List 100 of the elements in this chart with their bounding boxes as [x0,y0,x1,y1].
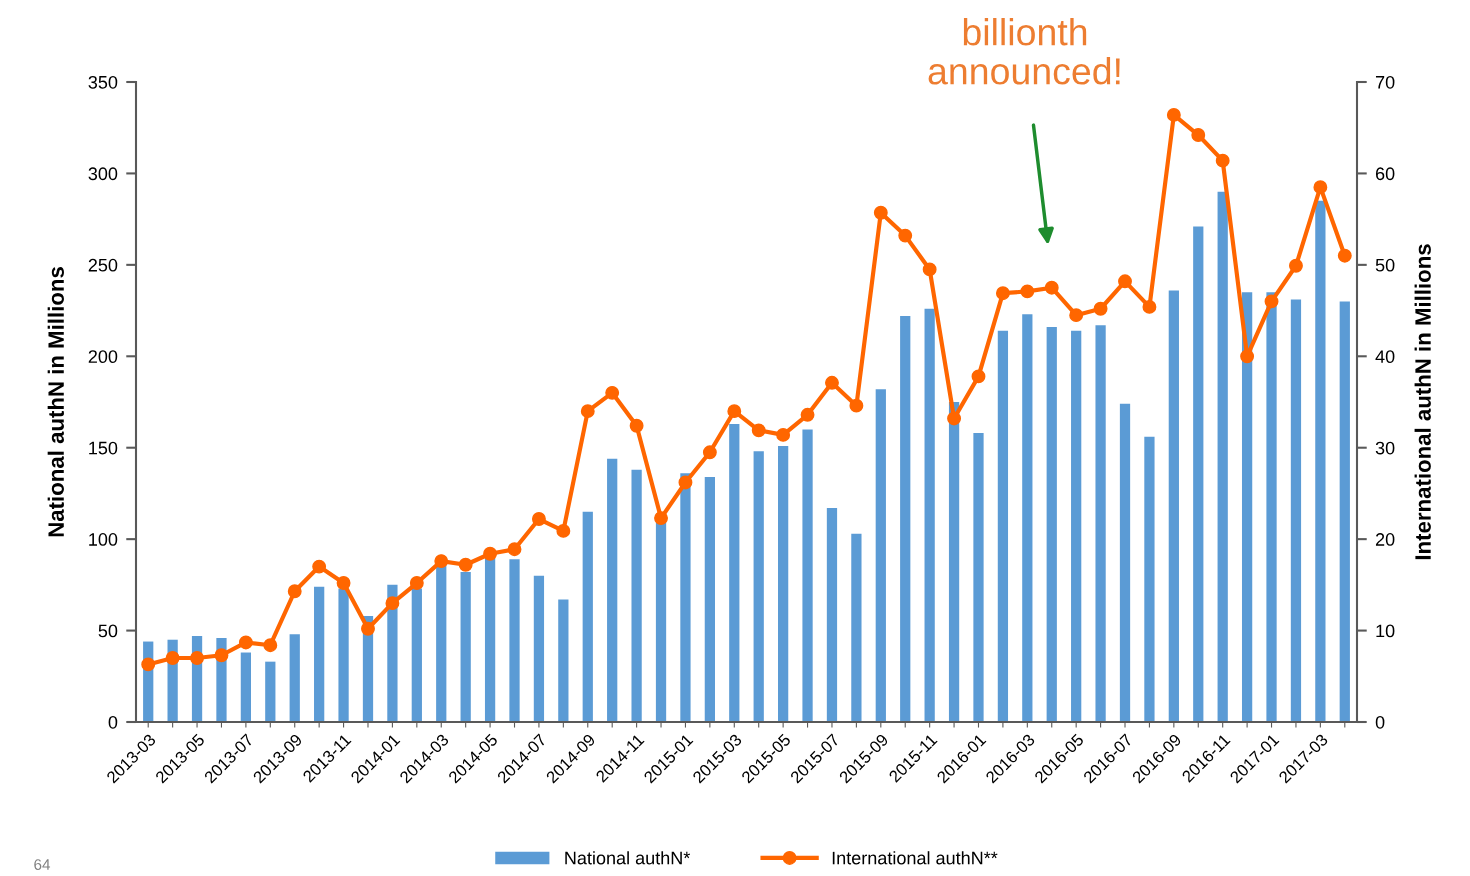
point [1191,128,1206,142]
point [434,554,449,569]
bar [900,316,911,722]
bar [826,508,838,722]
bar [1217,191,1228,722]
bar [484,557,496,722]
bar [1022,314,1033,722]
point [141,657,156,672]
point [1337,248,1352,263]
bar [533,575,545,722]
point [1166,107,1181,122]
point [580,404,595,419]
point [1289,258,1303,273]
bar [558,599,569,722]
bar [460,572,471,722]
annotation: billionth announced! [928,18,1120,85]
bar [1119,403,1131,722]
bar [314,586,325,722]
bar [289,634,300,722]
point [483,546,498,561]
point [727,404,742,419]
point [263,638,278,653]
y-tick-label: 250 [88,258,118,272]
bar [509,559,520,722]
y-axis-title: National authN in Millions [47,267,64,537]
bar [265,661,276,722]
point [678,475,693,490]
bar [338,588,349,722]
y-tick-label: 300 [88,167,118,181]
point [800,407,815,422]
point [336,576,351,590]
y2-tick-label: 40 [1375,350,1395,364]
point [995,286,1010,301]
bar [1315,200,1326,722]
point [507,542,522,557]
bar [1144,436,1155,722]
bar [240,652,252,722]
bar [607,458,618,722]
bar [1168,290,1179,722]
bar [1339,301,1350,722]
y2-tick-label: 0 [1375,715,1385,729]
point [190,651,204,665]
y2-axis-title: International authN in Millions [1414,244,1431,560]
bar [704,476,715,722]
point [702,445,717,460]
y-tick-label: 200 [88,350,118,364]
y2-tick-label: 10 [1376,624,1395,638]
bar [851,533,862,722]
point [312,559,327,574]
point [214,648,229,663]
point [458,557,473,572]
point [898,228,913,243]
point [1313,180,1328,195]
bar [924,308,935,722]
bar [729,423,740,722]
y-tick-label: 100 [89,533,118,546]
point [1069,308,1084,323]
point [605,385,620,400]
point [238,635,253,650]
point [654,511,668,526]
bar [1241,292,1253,722]
bar [948,402,960,722]
bar [1071,330,1082,722]
point [165,651,180,665]
point [1215,153,1230,168]
point [409,576,424,590]
point [1093,301,1108,316]
point [531,512,546,526]
bar [631,469,642,722]
text: 64 [34,859,51,870]
bar [1266,292,1277,722]
bar [1290,299,1302,722]
bar [1046,327,1057,722]
y2-tick-label: 60 [1375,167,1395,181]
point [873,205,888,220]
y-tick-label: 50 [98,624,118,638]
point [1020,284,1035,299]
y-tick-label: 150 [89,441,118,455]
point [1264,294,1279,309]
point [947,411,962,426]
point [922,262,937,277]
legend-label: International authN** [832,851,998,865]
bar [778,445,789,722]
bar [802,429,813,722]
bar [875,389,886,722]
y2-tick-label: 70 [1375,75,1395,89]
point [849,398,864,413]
bar [973,433,984,722]
point [1044,280,1059,295]
point [825,375,839,390]
point [556,523,571,538]
bar [1095,325,1106,722]
point [1142,299,1157,314]
bar [680,473,691,722]
y2-tick-label: 30 [1375,441,1395,455]
point [1118,274,1132,289]
y-tick-label: 350 [88,75,118,89]
bar [997,330,1009,722]
bar [1193,226,1204,722]
bar [582,511,593,722]
